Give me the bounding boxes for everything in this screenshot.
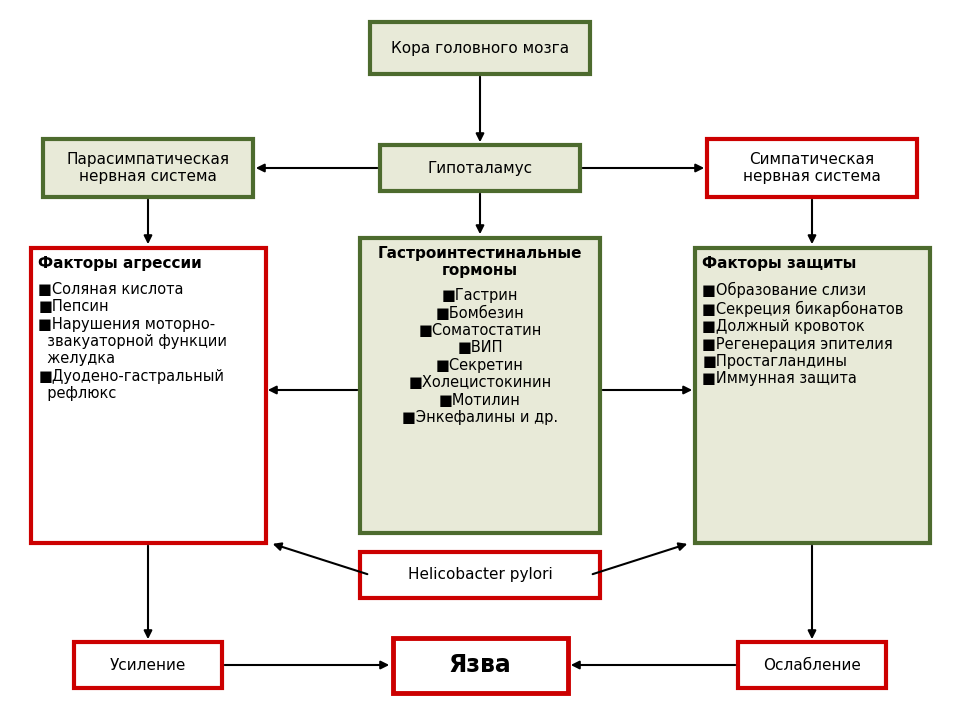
Text: Гипоталамус: Гипоталамус xyxy=(427,161,533,176)
Text: Симпатическая
нервная система: Симпатическая нервная система xyxy=(743,152,881,184)
FancyBboxPatch shape xyxy=(370,22,590,74)
Text: Ослабление: Ослабление xyxy=(763,657,861,672)
Text: ■Образование слизи
■Секреция бикарбонатов
■Должный кровоток
■Регенерация эпители: ■Образование слизи ■Секреция бикарбонато… xyxy=(703,282,904,387)
FancyBboxPatch shape xyxy=(380,145,580,191)
Text: Парасимпатическая
нервная система: Парасимпатическая нервная система xyxy=(66,152,229,184)
FancyBboxPatch shape xyxy=(74,642,222,688)
Text: Helicobacter pylori: Helicobacter pylori xyxy=(408,567,552,582)
FancyBboxPatch shape xyxy=(43,139,253,197)
FancyBboxPatch shape xyxy=(360,552,600,598)
Text: ■Гастрин
■Бомбезин
■Соматостатин
■ВИП
■Секретин
■Холецистокинин
■Мотилин
■Энкефа: ■Гастрин ■Бомбезин ■Соматостатин ■ВИП ■С… xyxy=(402,288,558,425)
FancyBboxPatch shape xyxy=(694,248,929,542)
FancyBboxPatch shape xyxy=(707,139,917,197)
FancyBboxPatch shape xyxy=(393,637,567,693)
Text: Усиление: Усиление xyxy=(109,657,186,672)
Text: Кора головного мозга: Кора головного мозга xyxy=(391,40,569,55)
Text: Факторы агрессии: Факторы агрессии xyxy=(38,256,203,271)
Text: ■Соляная кислота
■Пепсин
■Нарушения моторно-
  звакуаторной функции
  желудка
■Д: ■Соляная кислота ■Пепсин ■Нарушения мото… xyxy=(38,282,228,401)
FancyBboxPatch shape xyxy=(360,238,600,533)
FancyBboxPatch shape xyxy=(31,248,266,542)
Text: Гастроинтестинальные
гормоны: Гастроинтестинальные гормоны xyxy=(377,246,583,278)
Text: Факторы защиты: Факторы защиты xyxy=(703,256,857,271)
FancyBboxPatch shape xyxy=(738,642,886,688)
Text: Язва: Язва xyxy=(448,653,512,677)
